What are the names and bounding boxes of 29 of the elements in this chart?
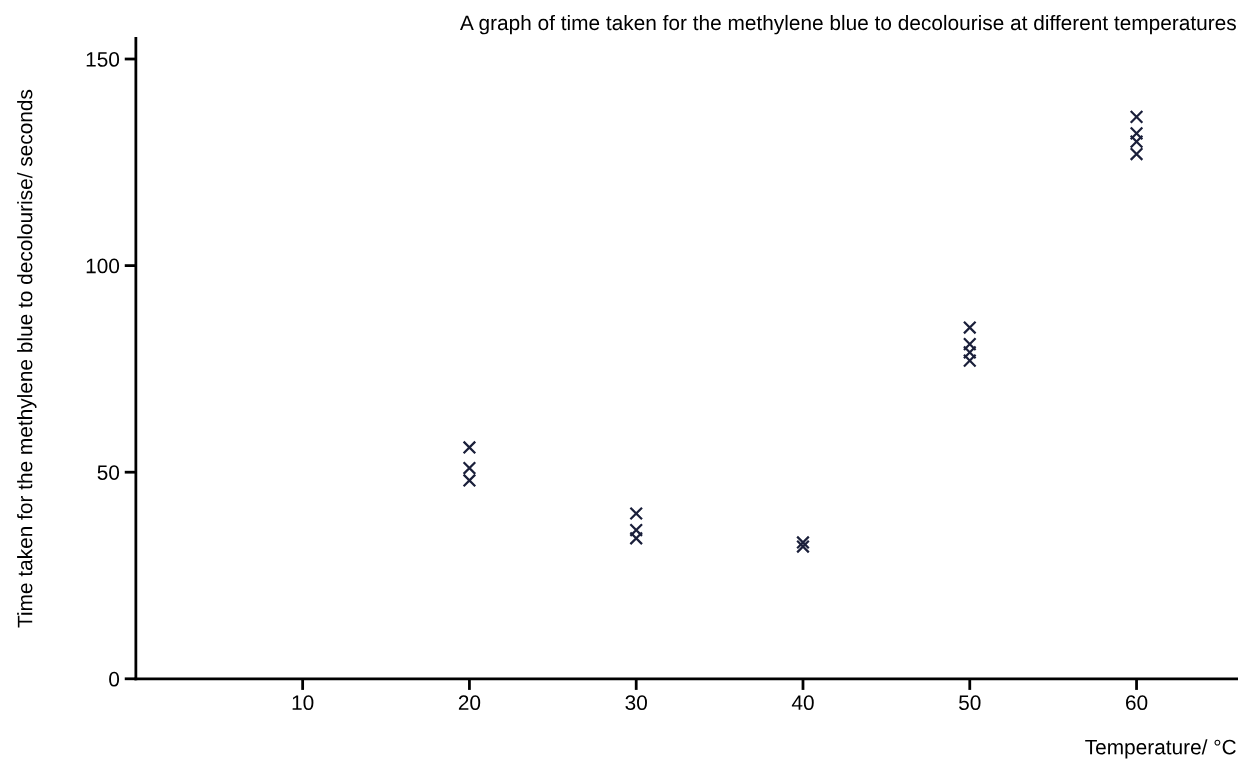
point [962, 320, 977, 335]
x-tick-label: 30 [625, 695, 647, 711]
point [962, 345, 977, 360]
y-tick-label: 0 [109, 671, 120, 687]
point [796, 539, 810, 554]
point [629, 506, 644, 521]
point [1129, 134, 1144, 149]
y-tick-label: 50 [97, 465, 120, 480]
y-axis-title: Time taken for the methylene blue to decolourise/ seconds [17, 89, 37, 628]
x-tick-label: 50 [959, 695, 981, 711]
x-tick-label: 40 [791, 695, 814, 711]
chart-title: A graph of time taken for the methylene blue to decolourise at different temperatures [460, 14, 1236, 35]
x-tick-label: 60 [1126, 695, 1148, 711]
y-tick-label: 100 [86, 258, 120, 274]
point [462, 473, 477, 488]
point [1129, 109, 1144, 124]
point [629, 531, 644, 546]
x-axis-title: Temperature/ °C [1085, 739, 1236, 759]
y-tick-label: 150 [86, 52, 120, 67]
x-tick-label: 10 [292, 695, 314, 711]
x-tick-label: 20 [458, 695, 481, 711]
point [1129, 147, 1144, 161]
point [462, 440, 477, 455]
point [629, 523, 644, 537]
point [1129, 126, 1144, 141]
point [796, 535, 810, 550]
point [962, 353, 977, 368]
point [462, 461, 477, 475]
point [962, 337, 977, 352]
